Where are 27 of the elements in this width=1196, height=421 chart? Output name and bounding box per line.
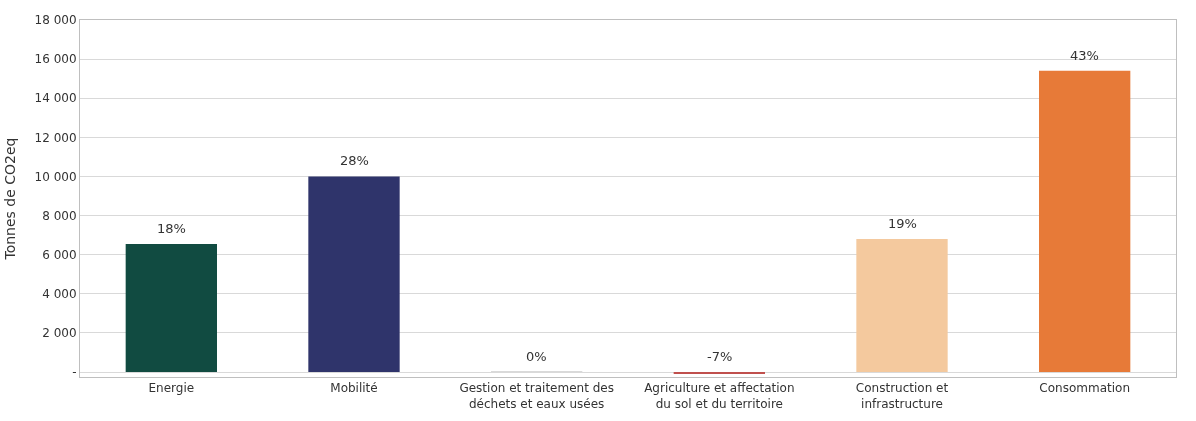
annotation: 19% [888,216,917,231]
x-tick-label: Gestion et traitement des déchets et eaux usées [459,381,614,411]
annotation: -7% [707,349,733,364]
y-tick-label: 10 000 [34,169,77,184]
y-tick-label: 18 000 [34,13,77,28]
x-tick-label: Agriculture et affectation du sol et du territoire [644,381,795,411]
y-tick-label: 12 000 [34,130,77,145]
bar [856,239,948,373]
y-tick-label: 2 000 [42,326,77,341]
x-tick-label: Energie [148,381,195,396]
x-tick-label: Consommation [1039,381,1130,396]
y-tick-label: 14 000 [34,91,77,106]
y-tick-label: - [72,365,77,380]
annotation: 43% [1070,48,1099,63]
y-tick-label: 6 000 [42,247,77,262]
annotation: 18% [157,221,186,236]
annotation: 0% [526,349,547,364]
bar [125,243,217,373]
y-axis-title: Tonnes de CO2eq [2,137,19,261]
x-tick-label: Construction et infrastructure [855,381,949,411]
annotation: 28% [340,153,369,168]
bar [1039,70,1131,373]
y-tick-label: 4 000 [42,287,77,302]
y-tick-label: 8 000 [42,208,77,223]
bar [308,176,400,373]
x-tick-label: Mobilité [330,381,378,396]
y-tick-label: 16 000 [34,52,77,67]
